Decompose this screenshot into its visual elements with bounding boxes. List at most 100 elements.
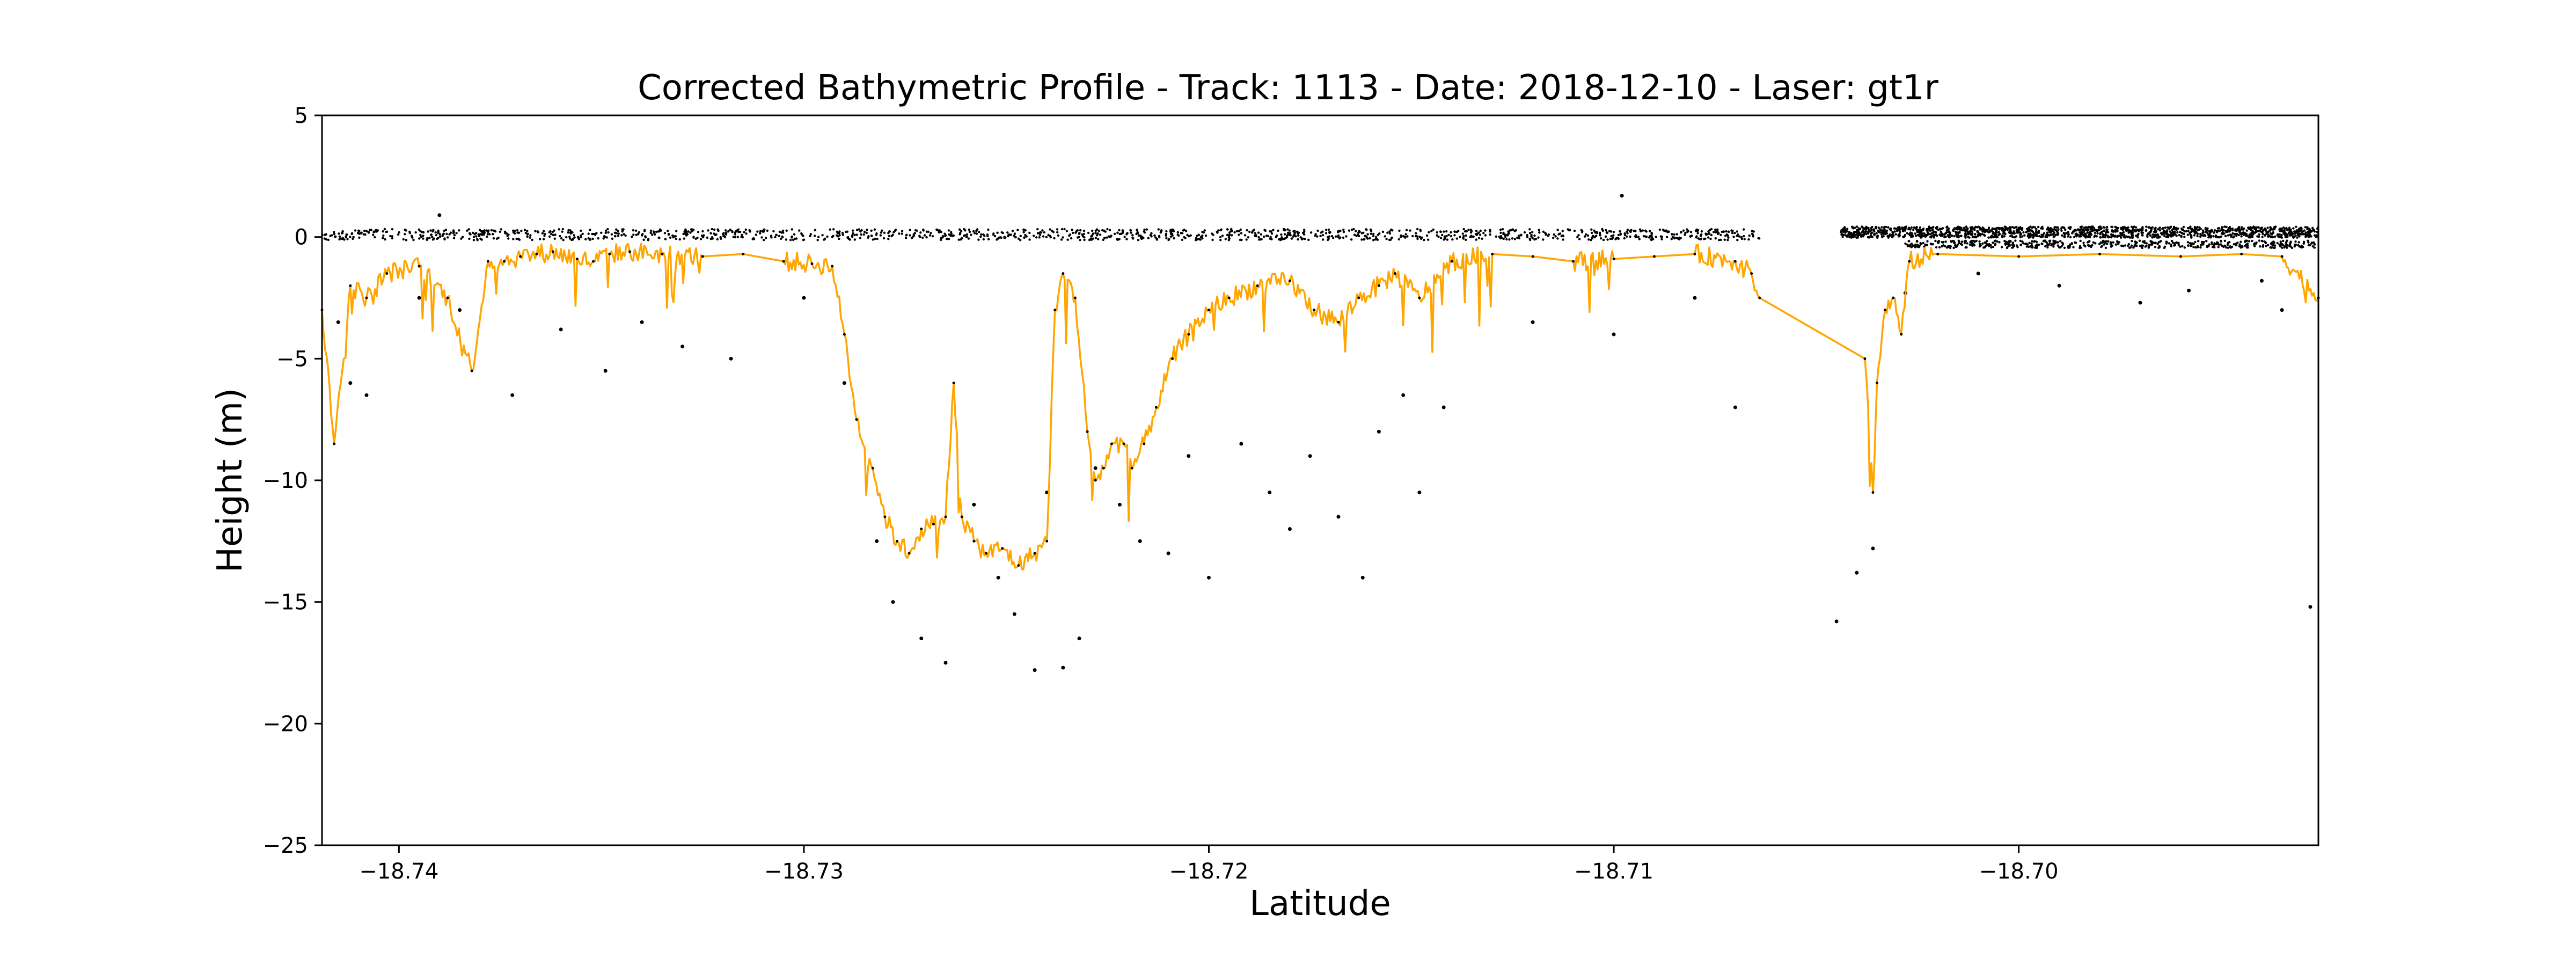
surface-photon-point xyxy=(685,234,688,237)
bathymetry-point xyxy=(2280,255,2284,258)
surface-photon-point xyxy=(1926,244,1928,246)
surface-photon-point xyxy=(1973,240,1976,243)
scatter-point xyxy=(1287,527,1292,531)
scatter-point xyxy=(437,213,442,217)
surface-photon-point xyxy=(1292,230,1295,233)
surface-photon-point xyxy=(809,235,811,238)
surface-photon-point xyxy=(558,228,560,231)
surface-photon-point xyxy=(2067,231,2069,233)
surface-photon-point xyxy=(2086,231,2089,234)
surface-photon-point xyxy=(1254,232,1256,235)
surface-photon-point xyxy=(1444,237,1446,240)
surface-photon-point xyxy=(1060,228,1064,231)
surface-photon-point xyxy=(1035,236,1038,239)
surface-photon-point xyxy=(597,237,599,240)
surface-photon-point xyxy=(2005,240,2008,243)
surface-photon-point xyxy=(1508,238,1511,241)
surface-photon-point xyxy=(2207,236,2210,239)
surface-photon-point xyxy=(1079,229,1082,232)
surface-photon-point xyxy=(338,235,341,238)
surface-photon-point xyxy=(1283,228,1285,231)
surface-photon-point xyxy=(1994,230,1997,232)
bathymetry-point xyxy=(972,539,976,543)
surface-photon-point xyxy=(1731,230,1734,232)
surface-photon-point xyxy=(581,232,584,235)
surface-photon-point xyxy=(2112,230,2115,233)
surface-photon-point xyxy=(1129,229,1132,232)
surface-photon-point xyxy=(873,228,876,231)
surface-photon-point xyxy=(1979,232,1981,236)
surface-photon-point xyxy=(860,229,863,232)
surface-photon-point xyxy=(1743,235,1745,238)
x-axis: −18.74 −18.73 −18.72 −18.71 −18.70 xyxy=(359,845,2059,884)
surface-photon-point xyxy=(2290,246,2294,250)
surface-photon-point xyxy=(2203,233,2206,237)
surface-photon-point xyxy=(2189,242,2191,245)
surface-photon-point xyxy=(1698,238,1701,240)
surface-photon-point xyxy=(2199,235,2202,238)
y-axis-label: Height (m) xyxy=(210,388,250,573)
surface-photon-point xyxy=(2051,233,2054,236)
surface-photon-point xyxy=(2136,236,2139,239)
surface-photon-point xyxy=(858,228,860,231)
surface-photon-point xyxy=(1922,228,1925,230)
surface-photon-point xyxy=(1865,232,1868,236)
surface-photon-point xyxy=(1840,231,1842,233)
surface-photon-point xyxy=(763,228,765,231)
surface-photon-point xyxy=(2093,235,2096,238)
y-axis: 50−5−10−15−20−25 xyxy=(263,104,322,858)
surface-photon-point xyxy=(2197,229,2200,231)
surface-photon-point xyxy=(1686,228,1688,231)
surface-photon-point xyxy=(1949,232,1951,235)
bathymetry-point xyxy=(1086,430,1089,433)
surface-photon-point xyxy=(2159,240,2162,243)
surface-photon-point xyxy=(1868,230,1871,233)
surface-photon-point xyxy=(699,238,702,240)
surface-photon-point xyxy=(2116,241,2119,244)
surface-photon-point xyxy=(1971,226,1973,229)
surface-photon-point xyxy=(935,228,938,231)
surface-photon-point xyxy=(729,228,732,231)
surface-photon-point xyxy=(2072,230,2075,233)
surface-photon-point xyxy=(2063,232,2066,235)
surface-photon-point xyxy=(997,237,999,240)
bathymetry-point xyxy=(1936,252,1940,255)
surface-photon-point xyxy=(1248,230,1251,233)
surface-photon-point xyxy=(1722,230,1725,233)
surface-photon-point xyxy=(2204,228,2207,231)
surface-photon-point xyxy=(2311,245,2314,248)
surface-photon-point xyxy=(1040,231,1043,234)
surface-photon-point xyxy=(1217,229,1220,232)
surface-photon-point xyxy=(492,237,495,240)
surface-photon-point xyxy=(2315,236,2318,238)
surface-photon-point xyxy=(1350,228,1353,231)
surface-photon-point xyxy=(2089,236,2091,238)
surface-photon-point xyxy=(2025,242,2028,245)
surface-photon-point xyxy=(1065,230,1069,232)
surface-photon-point xyxy=(565,236,568,239)
surface-photon-point xyxy=(1389,238,1392,241)
surface-photon-point xyxy=(2019,244,2022,246)
surface-photon-point xyxy=(2180,235,2183,238)
surface-photon-point xyxy=(1337,230,1340,233)
surface-photon-point xyxy=(1849,232,1851,235)
scatter-point xyxy=(1206,575,1211,580)
surface-photon-point xyxy=(1212,233,1214,236)
surface-photon-point xyxy=(334,235,337,238)
surface-photon-point xyxy=(2277,235,2280,238)
surface-photon-point xyxy=(2278,233,2281,236)
surface-photon-point xyxy=(1944,240,1947,243)
surface-photon-point xyxy=(2132,229,2134,231)
surface-photon-point xyxy=(741,236,744,239)
surface-photon-point xyxy=(1577,234,1580,237)
surface-photon-point xyxy=(1257,236,1260,239)
surface-photon-point xyxy=(1446,238,1449,241)
surface-photon-point xyxy=(851,229,854,232)
scatter-point xyxy=(348,381,353,385)
surface-photon-point xyxy=(1716,230,1719,232)
surface-photon-point xyxy=(2025,245,2029,248)
surface-photon-point xyxy=(1913,226,1916,229)
surface-photon-point xyxy=(1405,229,1408,231)
surface-photon-point xyxy=(1557,233,1560,236)
surface-photon-point xyxy=(541,232,544,235)
